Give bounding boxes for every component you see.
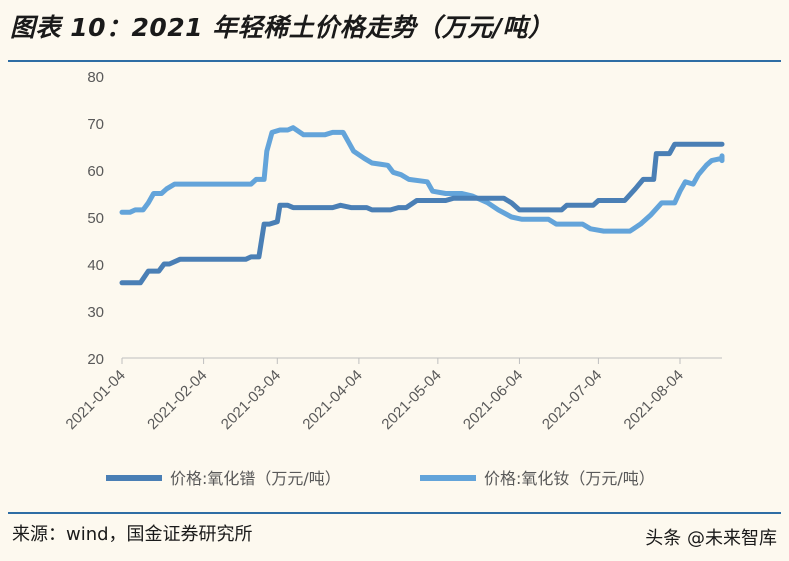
source-note: 来源：wind，国金证券研究所 <box>12 524 253 545</box>
x-tick-label: 2021-04-04 <box>299 367 365 433</box>
x-tick-label: 2021-02-04 <box>144 367 210 433</box>
x-tick-label: 2021-03-04 <box>218 367 284 433</box>
series-line-praseodymium-oxide <box>119 141 725 286</box>
x-tick-label: 2021-07-04 <box>539 367 605 433</box>
y-tick-label: 40 <box>87 257 104 274</box>
y-tick-label: 20 <box>87 351 104 368</box>
legend-label: 价格:氧化钕（万元/吨） <box>484 469 655 488</box>
y-tick-label: 70 <box>87 116 104 133</box>
x-tick-label: 2021-06-04 <box>460 367 526 433</box>
legend-label: 价格:氧化镨（万元/吨） <box>170 469 341 488</box>
y-tick-label: 30 <box>87 304 104 321</box>
series-line-neodymium-oxide <box>119 125 725 234</box>
y-tick-label: 80 <box>87 69 104 86</box>
bottom-divider <box>8 512 781 514</box>
y-tick-label: 60 <box>87 163 104 180</box>
top-divider <box>8 60 781 62</box>
x-tick-label: 2021-01-04 <box>63 367 129 433</box>
watermark: 头条 @未来智库 <box>645 528 777 549</box>
y-tick-label: 50 <box>87 210 104 227</box>
x-tick-label: 2021-08-04 <box>621 367 687 433</box>
x-tick-label: 2021-05-04 <box>378 367 444 433</box>
chart-title: 图表 10：2021 年轻稀土价格走势（万元/吨） <box>10 13 554 42</box>
